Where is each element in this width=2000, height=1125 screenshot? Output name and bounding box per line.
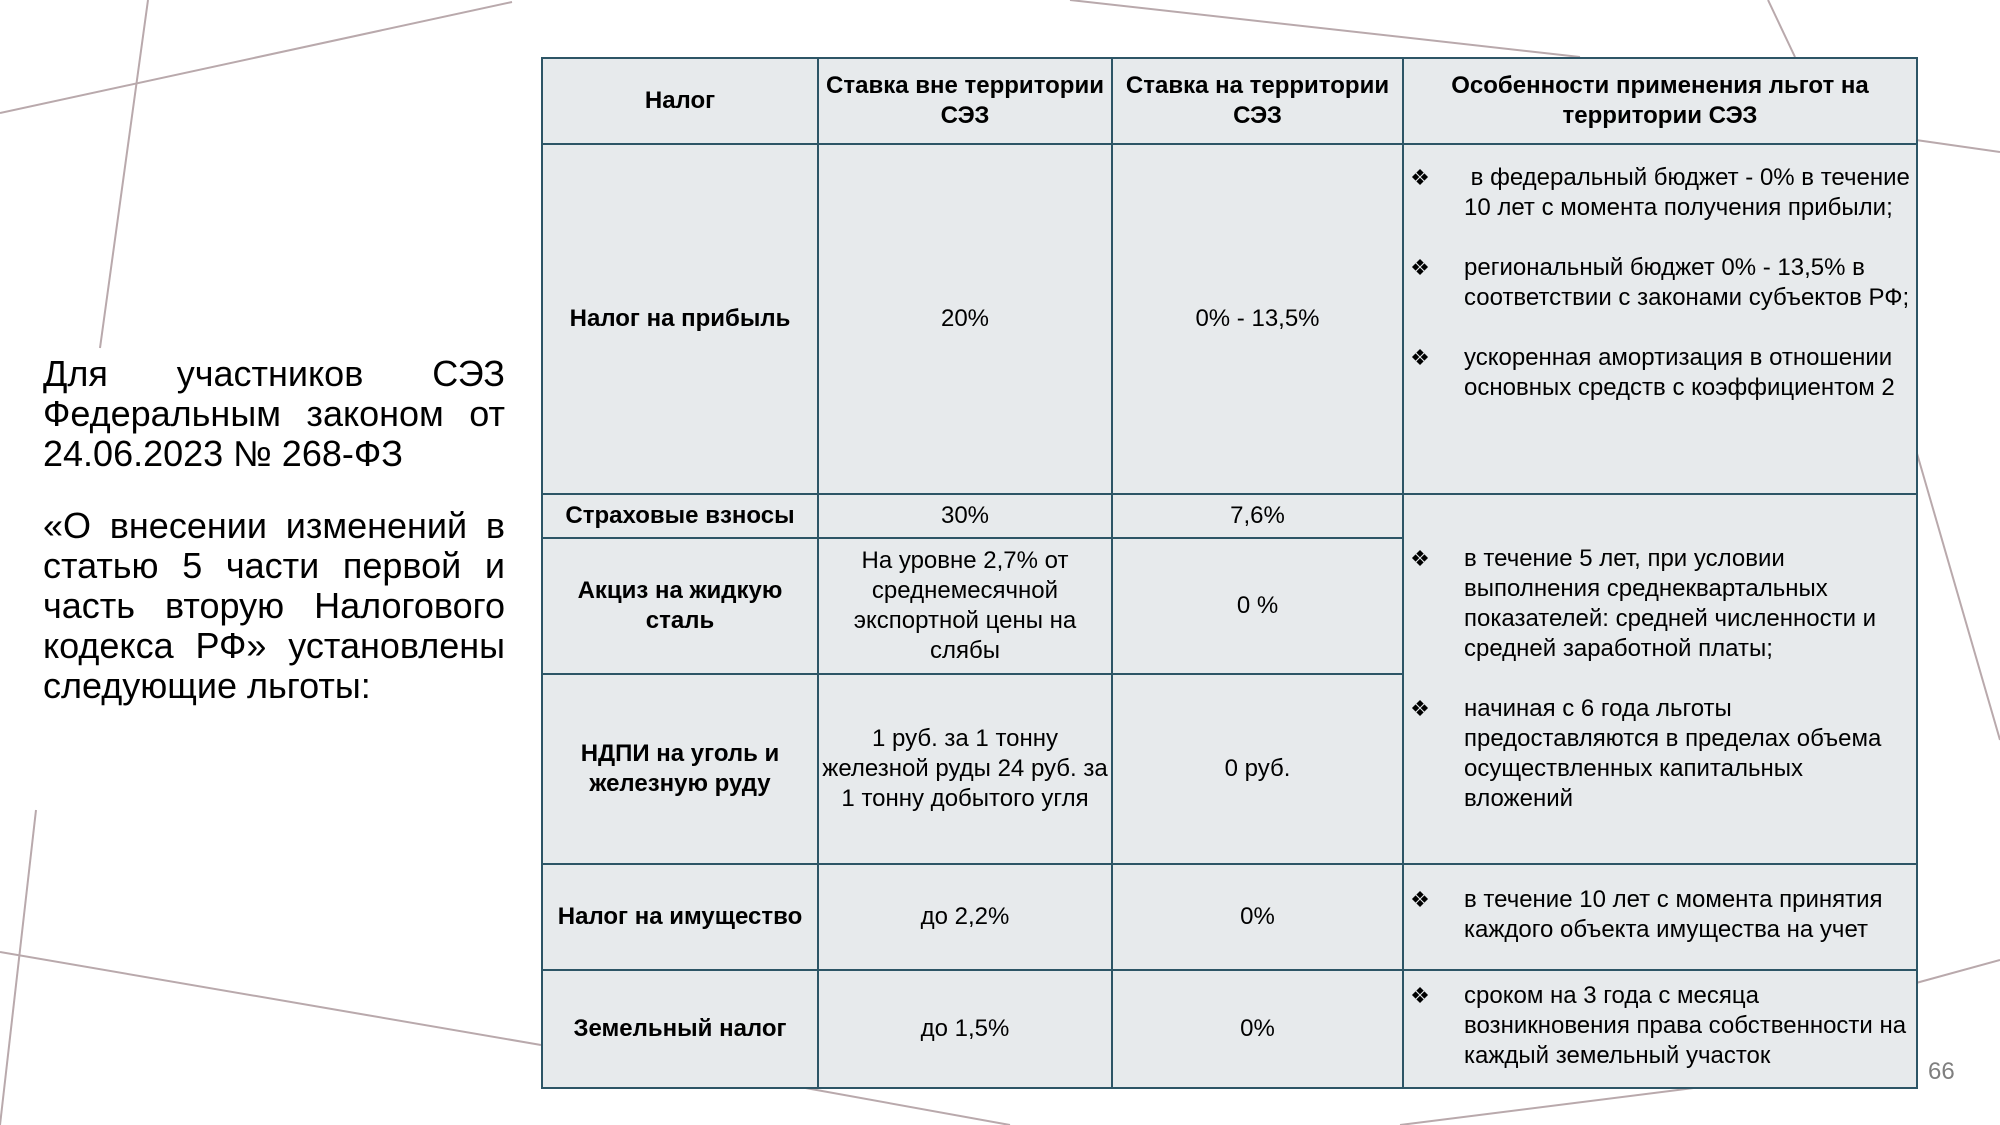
decor-line: [99, 0, 149, 349]
tax-name: Земельный налог: [541, 969, 819, 1089]
note-item: ❖ начиная с 6 года льготы предоставляютс…: [1408, 694, 1910, 814]
note-item: ❖ в течение 10 лет с момента принятия ка…: [1408, 885, 1910, 945]
bullet-icon: ❖: [1410, 696, 1430, 721]
rate-inside: 0%: [1111, 863, 1404, 971]
decor-line: [1915, 139, 2000, 153]
rate-inside: 0 %: [1111, 537, 1404, 675]
tax-name: Налог на имущество: [541, 863, 819, 971]
note-item: ❖ в течение 5 лет, при условии выполнени…: [1408, 544, 1910, 664]
bullet-icon: ❖: [1410, 345, 1430, 370]
note-text: в федеральный бюджет - 0% в течение 10 л…: [1464, 164, 1917, 221]
notes-cell: ❖ в федеральный бюджет - 0% в течение 10…: [1402, 143, 1918, 495]
rate-inside: 0% - 13,5%: [1111, 143, 1404, 495]
rate-inside: 0%: [1111, 969, 1404, 1089]
tax-name: Страховые взносы: [541, 493, 819, 539]
bullet-icon: ❖: [1410, 165, 1430, 190]
notes-cell: ❖ в течение 10 лет с момента принятия ка…: [1402, 863, 1918, 971]
note-item: ❖ региональный бюджет 0% - 13,5% в соотв…: [1408, 253, 1910, 313]
note-text: региональный бюджет 0% - 13,5% в соответ…: [1464, 254, 1910, 311]
decor-line: [799, 1086, 1011, 1125]
notes-cell: ❖ сроком на 3 года с месяца возникновени…: [1402, 969, 1918, 1089]
rate-outside: до 1,5%: [817, 969, 1113, 1089]
note-text: ускоренная амортизация в отношении основ…: [1464, 344, 1895, 401]
decor-line: [1915, 959, 2000, 984]
decor-line: [0, 1, 513, 114]
bullet-icon: ❖: [1410, 983, 1430, 1008]
page-number: 66: [1928, 1058, 1955, 1085]
intro-text: Для участников СЭЗ Федеральным законом о…: [43, 354, 505, 738]
table-header-row: Налог Ставка вне территории СЭЗ Ставка н…: [541, 57, 1918, 145]
header-rate-inside: Ставка на территории СЭЗ: [1111, 57, 1404, 145]
table-row: Земельный налог до 1,5% 0% ❖ сроком на 3…: [541, 969, 1918, 1089]
note-text: в течение 10 лет с момента принятия кажд…: [1464, 886, 1883, 943]
note-item: ❖ в федеральный бюджет - 0% в течение 10…: [1408, 163, 1910, 223]
rate-outside: 20%: [817, 143, 1113, 495]
table-row: Акциз на жидкую сталь На уровне 2,7% от …: [541, 537, 1917, 675]
rate-outside: 1 руб. за 1 тонну железной руды 24 руб. …: [817, 673, 1113, 865]
intro-paragraph-law: Для участников СЭЗ Федеральным законом о…: [43, 353, 505, 474]
rate-outside: 30%: [817, 493, 1113, 539]
decor-line: [1915, 449, 2000, 741]
note-text: сроком на 3 года с месяца возникновения …: [1464, 982, 1907, 1069]
note-item: ❖ сроком на 3 года с месяца возникновени…: [1408, 981, 1910, 1071]
table-row: Налог на прибыль 20% 0% - 13,5% ❖ в феде…: [541, 143, 1918, 495]
note-item: ❖ ускоренная амортизация в отношении осн…: [1408, 343, 1910, 403]
note-text: в течение 5 лет, при условии выполнения …: [1464, 545, 1877, 662]
decor-line: [1069, 0, 1581, 58]
bullet-icon: ❖: [1410, 546, 1430, 571]
bullet-icon: ❖: [1410, 255, 1430, 280]
header-notes: Особенности применения льгот на территор…: [1402, 57, 1918, 145]
tax-name: Налог на прибыль: [541, 143, 819, 495]
intro-paragraph-title: «О внесении изменений в статью 5 части п…: [43, 505, 505, 706]
tax-name: НДПИ на уголь и железную руду: [541, 673, 819, 865]
table-row: Налог на имущество до 2,2% 0% ❖ в течени…: [541, 863, 1918, 971]
rate-outside: до 2,2%: [817, 863, 1113, 971]
note-text: начиная с 6 года льготы предоставляются …: [1464, 695, 1882, 812]
rate-outside: На уровне 2,7% от среднемесячной экспорт…: [817, 537, 1113, 675]
decor-line: [0, 809, 37, 1125]
decor-line: [0, 951, 542, 1046]
rate-inside: 7,6%: [1111, 493, 1404, 539]
rate-inside: 0 руб.: [1111, 673, 1404, 865]
notes-cell: ❖ в течение 5 лет, при условии выполнени…: [1402, 493, 1918, 865]
tax-benefits-table: Налог Ставка вне территории СЭЗ Ставка н…: [541, 57, 1918, 1089]
bullet-icon: ❖: [1410, 887, 1430, 912]
header-rate-outside: Ставка вне территории СЭЗ: [817, 57, 1113, 145]
tax-name: Акциз на жидкую сталь: [541, 537, 819, 675]
header-tax: Налог: [541, 57, 819, 145]
table-row: Страховые взносы 30% 7,6% ❖ в течение 5 …: [541, 493, 1918, 865]
table-row: НДПИ на уголь и железную руду 1 руб. за …: [541, 673, 1917, 865]
decor-line: [1767, 0, 1796, 58]
